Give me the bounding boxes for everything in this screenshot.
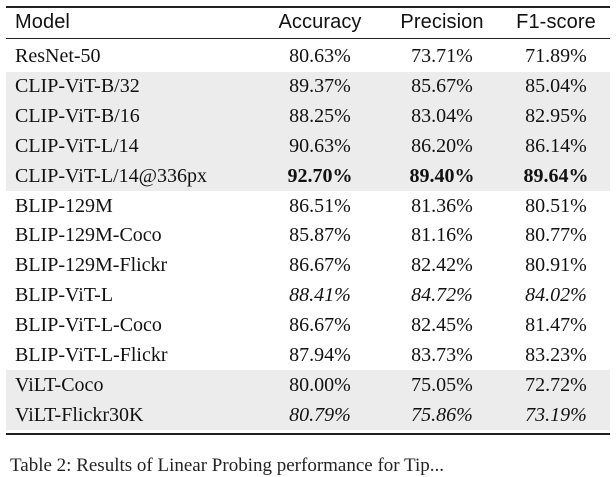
table-row: ResNet-50 80.63% 73.71% 71.89% (6, 42, 610, 72)
model-cell: BLIP-ViT-L-Flickr (15, 344, 168, 367)
f1-score-cell: 89.64% (523, 164, 589, 187)
accuracy-cell: 80.79% (289, 403, 351, 426)
table-row: CLIP-ViT-L/14@336px 92.70% 89.40% 89.64% (6, 161, 610, 192)
model-cell: BLIP-129M-Coco (15, 224, 162, 247)
table-row: BLIP-129M-Coco 85.87% 81.16% 80.77% (6, 221, 610, 251)
model-cell: BLIP-ViT-L (15, 284, 114, 307)
accuracy-cell: 80.00% (289, 373, 351, 396)
precision-cell: 82.42% (411, 254, 473, 277)
f1-score-cell: 84.02% (525, 284, 587, 307)
table-row: ViLT-Flickr30K 80.79% 75.86% 73.19% (6, 400, 610, 431)
header-model: Model (15, 11, 70, 34)
accuracy-cell: 85.87% (289, 224, 351, 247)
f1-score-cell: 85.04% (525, 75, 587, 98)
precision-cell: 82.45% (411, 314, 473, 337)
header-accuracy: Accuracy (278, 11, 362, 34)
accuracy-cell: 90.63% (289, 134, 351, 157)
table-row: BLIP-ViT-L-Coco 86.67% 82.45% 81.47% (6, 311, 610, 341)
results-table: Model Accuracy Precision F1-score ResNet… (6, 6, 610, 435)
f1-score-cell: 71.89% (525, 45, 587, 68)
table-row: CLIP-ViT-B/16 88.25% 83.04% 82.95% (6, 101, 610, 132)
bottom-rule (6, 433, 610, 435)
precision-cell: 81.36% (411, 194, 473, 217)
f1-score-cell: 81.47% (525, 314, 587, 337)
accuracy-cell: 86.67% (289, 254, 351, 277)
model-cell: ResNet-50 (15, 45, 101, 68)
table-caption: Table 2: Results of Linear Probing perfo… (10, 455, 445, 476)
f1-score-cell: 82.95% (525, 104, 587, 127)
f1-score-cell: 72.72% (525, 373, 587, 396)
precision-cell: 75.86% (411, 403, 473, 426)
header-rule (6, 37, 610, 39)
top-rule (6, 6, 610, 8)
accuracy-cell: 88.25% (289, 104, 351, 127)
f1-score-cell: 86.14% (525, 134, 587, 157)
model-cell: CLIP-ViT-B/32 (15, 75, 140, 98)
f1-score-cell: 83.23% (525, 344, 587, 367)
model-cell: ViLT-Coco (15, 373, 104, 396)
model-cell: CLIP-ViT-L/14 (15, 134, 139, 157)
f1-score-cell: 73.19% (525, 403, 587, 426)
model-cell: BLIP-129M-Flickr (15, 254, 168, 277)
f1-score-cell: 80.77% (525, 224, 587, 247)
accuracy-cell: 92.70% (287, 164, 353, 187)
f1-score-cell: 80.51% (525, 194, 587, 217)
precision-cell: 85.67% (411, 75, 473, 98)
header-precision: Precision (400, 11, 484, 34)
precision-cell: 83.04% (411, 104, 473, 127)
model-cell: CLIP-ViT-L/14@336px (15, 164, 208, 187)
precision-cell: 89.40% (409, 164, 475, 187)
model-cell: CLIP-ViT-B/16 (15, 104, 140, 127)
precision-cell: 81.16% (411, 224, 473, 247)
precision-cell: 73.71% (411, 45, 473, 68)
precision-cell: 83.73% (411, 344, 473, 367)
model-cell: BLIP-ViT-L-Coco (15, 314, 162, 337)
accuracy-cell: 87.94% (289, 344, 351, 367)
table-body: ResNet-50 80.63% 73.71% 71.89% CLIP-ViT-B/32… (6, 42, 610, 431)
precision-cell: 86.20% (411, 134, 473, 157)
precision-cell: 75.05% (411, 373, 473, 396)
table-row: CLIP-ViT-B/32 89.37% 85.67% 85.04% (6, 71, 610, 102)
model-cell: BLIP-129M (15, 194, 113, 217)
table-row: BLIP-ViT-L 88.41% 84.72% 84.02% (6, 281, 610, 311)
model-cell: ViLT-Flickr30K (15, 403, 144, 426)
accuracy-cell: 86.67% (289, 314, 351, 337)
table-row: CLIP-ViT-L/14 90.63% 86.20% 86.14% (6, 131, 610, 162)
table-row: BLIP-129M-Flickr 86.67% 82.42% 80.91% (6, 251, 610, 281)
table-header-row: Model Accuracy Precision F1-score (6, 8, 610, 38)
f1-score-cell: 80.91% (525, 254, 587, 277)
table-row: ViLT-Coco 80.00% 75.05% 72.72% (6, 370, 610, 401)
accuracy-cell: 86.51% (289, 194, 351, 217)
table-row: BLIP-129M 86.51% 81.36% 80.51% (6, 191, 610, 221)
accuracy-cell: 88.41% (289, 284, 351, 307)
accuracy-cell: 89.37% (289, 75, 351, 98)
header-f1-score: F1-score (516, 11, 596, 34)
table-row: BLIP-ViT-L-Flickr 87.94% 83.73% 83.23% (6, 341, 610, 371)
accuracy-cell: 80.63% (289, 45, 351, 68)
precision-cell: 84.72% (411, 284, 473, 307)
